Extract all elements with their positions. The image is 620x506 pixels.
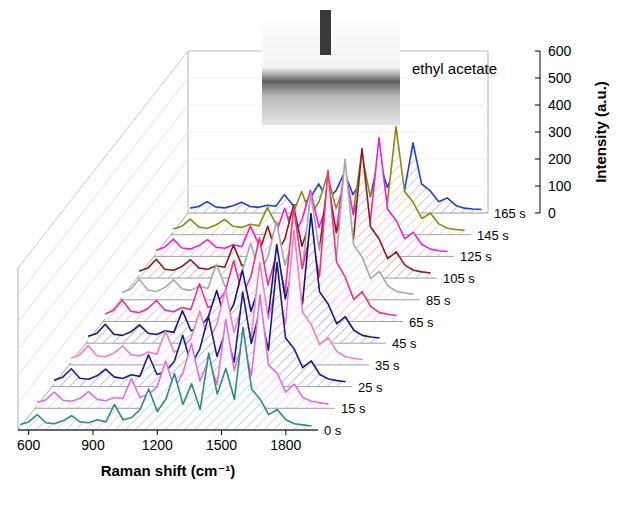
needle <box>320 10 331 55</box>
walls <box>18 51 488 430</box>
annotation: ethyl acetate <box>412 60 497 77</box>
spectrum-line <box>173 127 464 231</box>
layer <box>190 143 481 213</box>
x-axis-line <box>18 430 318 431</box>
area-fill <box>139 149 430 279</box>
y-tick-label: 600 <box>548 43 572 59</box>
area-fill <box>71 230 362 365</box>
layer <box>156 138 447 257</box>
layer <box>173 127 464 235</box>
spectrum-line <box>71 230 362 360</box>
y-axis: 0 100 200 300 400 500 600 Intensity (a.u.) <box>535 43 609 221</box>
spectrum-line <box>88 214 379 338</box>
chart: 165 s 145 s 125 s 105 s 85 s 65 s 45 s 35 s 25 s… <box>0 0 620 506</box>
left-wall-top <box>18 51 188 268</box>
layer <box>71 230 362 365</box>
layer <box>88 214 379 344</box>
y-tick <box>535 105 540 106</box>
x-tick-label: 1500 <box>206 437 237 453</box>
depth-label: 45 s <box>392 336 417 351</box>
area-fill <box>190 143 481 213</box>
x-tick <box>93 430 94 435</box>
y-tick-label: 100 <box>548 178 572 194</box>
wall-line <box>18 78 188 295</box>
layer <box>105 170 396 321</box>
area-fill <box>20 327 311 430</box>
y-tick <box>535 159 540 160</box>
area-fill <box>122 159 413 299</box>
x-tick <box>221 430 222 435</box>
x-tick <box>285 430 286 435</box>
spectrum-line <box>105 170 396 315</box>
depth-label: 105 s <box>443 271 475 286</box>
x-tick-label: 600 <box>17 437 41 453</box>
y-tick-label: 0 <box>548 205 556 221</box>
depth-label: 125 s <box>460 249 492 264</box>
depth-label: 0 s <box>324 423 342 438</box>
layer <box>139 149 430 279</box>
y-tick <box>535 51 540 52</box>
area-fill <box>105 170 396 321</box>
y-tick-label: 400 <box>548 97 572 113</box>
x-tick-label: 900 <box>81 437 105 453</box>
spectrum-line <box>190 143 481 210</box>
back-wall-line <box>188 159 488 160</box>
inset-photo <box>262 10 400 125</box>
layer <box>20 327 311 430</box>
y-tick <box>535 132 540 133</box>
x-tick-label: 1200 <box>142 437 173 453</box>
y-tick <box>535 186 540 187</box>
area-fill <box>37 295 328 408</box>
depth-label: 35 s <box>375 358 400 373</box>
spectrum-line <box>37 295 328 404</box>
spectrum-line <box>20 327 311 426</box>
photo <box>262 10 400 125</box>
layer <box>54 262 345 386</box>
y-tick <box>535 78 540 79</box>
depth-label: 85 s <box>426 293 451 308</box>
y-tick-label: 500 <box>548 70 572 86</box>
depth-label: 145 s <box>477 228 509 243</box>
layer <box>37 295 328 408</box>
x-tick <box>157 430 158 435</box>
y-tick-label: 200 <box>548 151 572 167</box>
y-axis-title: Intensity (a.u.) <box>592 81 609 183</box>
x-tick-label: 1800 <box>270 437 301 453</box>
layer <box>122 159 413 299</box>
area-fill <box>173 127 464 235</box>
wall-line <box>18 51 188 268</box>
depth-label: 65 s <box>409 315 434 330</box>
back-wall-line <box>188 132 488 133</box>
spectrum-line <box>54 262 345 381</box>
x-axis-title: Raman shift (cm⁻¹) <box>101 462 236 479</box>
spectrum-line <box>122 159 413 294</box>
depth-label: 15 s <box>341 401 366 416</box>
spectrum-line <box>156 138 447 252</box>
y-tick-label: 300 <box>548 124 572 140</box>
depth-label: 165 s <box>494 206 526 221</box>
area-fill <box>156 138 447 257</box>
x-axis: 600 900 1200 1500 1800 Raman shift (cm⁻¹) <box>17 430 318 479</box>
x-tick <box>28 430 29 435</box>
area-fill <box>88 214 379 344</box>
y-tick <box>535 213 540 214</box>
area-fill <box>54 262 345 386</box>
depth-label: 25 s <box>358 380 383 395</box>
layer-baseline <box>18 430 318 431</box>
spectrum-line <box>139 149 430 273</box>
